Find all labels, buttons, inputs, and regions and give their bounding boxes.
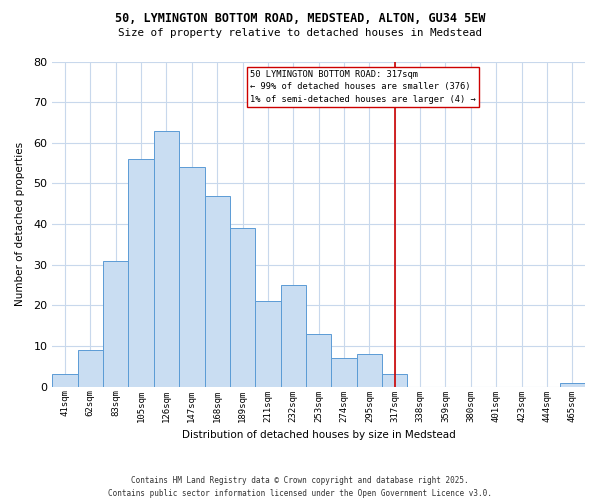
Bar xyxy=(357,354,382,386)
Text: Contains HM Land Registry data © Crown copyright and database right 2025.
Contai: Contains HM Land Registry data © Crown c… xyxy=(108,476,492,498)
Bar xyxy=(205,196,230,386)
X-axis label: Distribution of detached houses by size in Medstead: Distribution of detached houses by size … xyxy=(182,430,455,440)
Y-axis label: Number of detached properties: Number of detached properties xyxy=(15,142,25,306)
Bar xyxy=(281,285,306,386)
Bar xyxy=(560,382,585,386)
Bar xyxy=(103,260,128,386)
Bar xyxy=(382,374,407,386)
Text: 50 LYMINGTON BOTTOM ROAD: 317sqm
← 99% of detached houses are smaller (376)
1% o: 50 LYMINGTON BOTTOM ROAD: 317sqm ← 99% o… xyxy=(250,70,476,103)
Bar xyxy=(306,334,331,386)
Bar xyxy=(255,302,281,386)
Bar xyxy=(179,167,205,386)
Bar xyxy=(331,358,357,386)
Text: Size of property relative to detached houses in Medstead: Size of property relative to detached ho… xyxy=(118,28,482,38)
Bar xyxy=(230,228,255,386)
Text: 50, LYMINGTON BOTTOM ROAD, MEDSTEAD, ALTON, GU34 5EW: 50, LYMINGTON BOTTOM ROAD, MEDSTEAD, ALT… xyxy=(115,12,485,26)
Bar xyxy=(128,159,154,386)
Bar xyxy=(77,350,103,387)
Bar xyxy=(154,130,179,386)
Bar xyxy=(52,374,77,386)
